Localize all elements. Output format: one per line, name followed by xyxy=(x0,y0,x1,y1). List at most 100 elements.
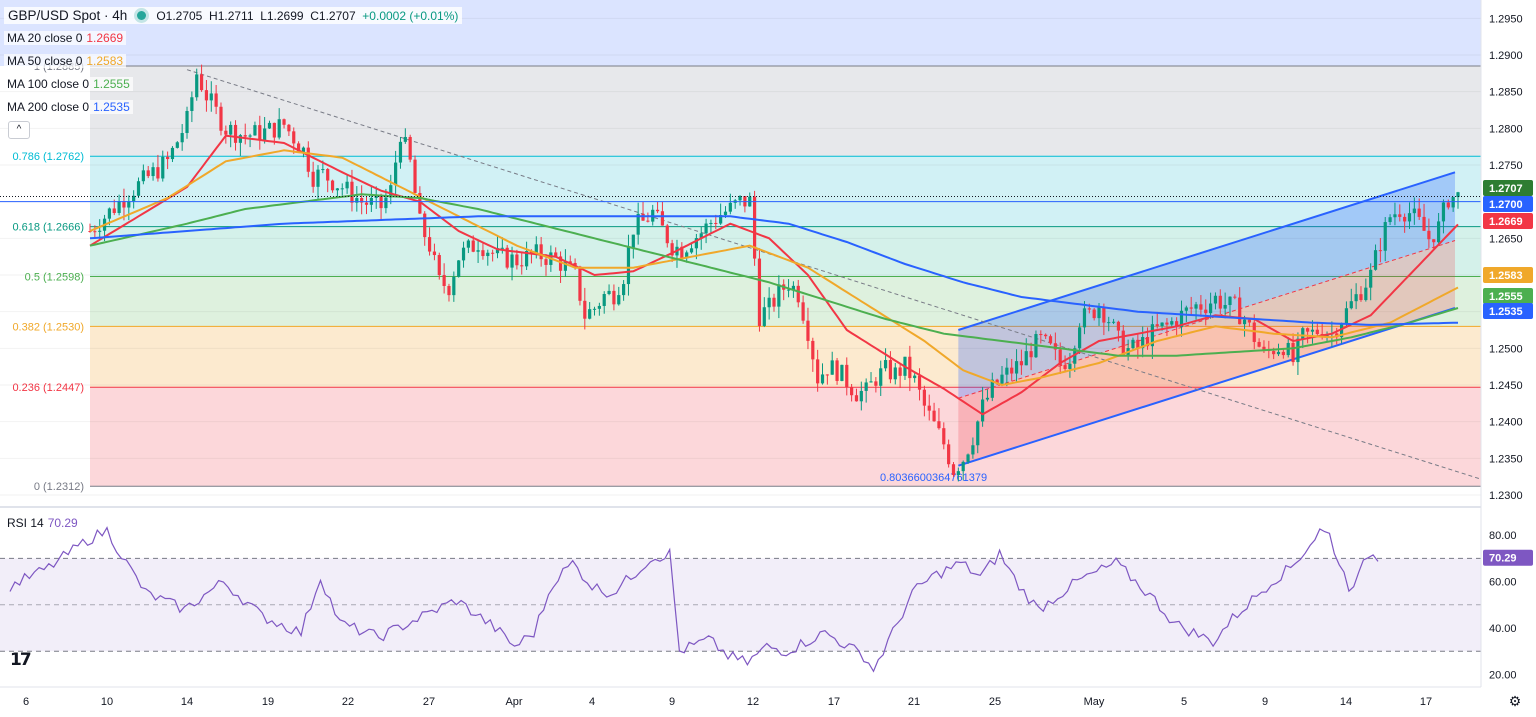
date-tick: 14 xyxy=(181,696,193,708)
candle-body xyxy=(752,196,757,259)
channel-lower-line xyxy=(958,307,1456,467)
candle-body xyxy=(175,142,179,148)
candle-body xyxy=(1073,348,1077,364)
candle-body xyxy=(864,382,868,391)
candle-body xyxy=(394,162,398,186)
candle-body xyxy=(306,147,310,172)
candle-body xyxy=(772,297,776,307)
candle-body xyxy=(791,285,796,290)
collapse-legend-button[interactable]: ^ xyxy=(8,121,30,139)
low-value: L1.2699 xyxy=(260,8,304,23)
candle-body xyxy=(345,181,349,189)
candle-body xyxy=(1189,307,1193,309)
candle-body xyxy=(825,374,829,376)
candle-body xyxy=(670,243,674,256)
symbol-header[interactable]: GBP/USD Spot · 4h O1.2705 H1.2711 L1.269… xyxy=(4,7,463,24)
candle-body xyxy=(976,421,980,446)
candle-body xyxy=(491,252,495,254)
date-tick: 17 xyxy=(1420,696,1432,708)
price-axis-bg xyxy=(1481,0,1536,717)
ma200-legend[interactable]: MA 200 close 0 1.2535 xyxy=(4,100,133,114)
price-badge xyxy=(1483,213,1533,229)
price-tick: 1.2400 xyxy=(1489,417,1523,429)
candle-body xyxy=(1194,304,1198,309)
candle-body xyxy=(646,220,650,222)
candle-body xyxy=(588,309,592,319)
candle-body xyxy=(1150,324,1154,347)
candle-body xyxy=(1432,239,1436,243)
candle-body xyxy=(267,122,272,129)
candle-body xyxy=(777,284,781,307)
ma-line-3 xyxy=(89,215,1459,326)
candle-body xyxy=(1354,294,1358,302)
candle-body xyxy=(1082,308,1087,328)
candle-body xyxy=(1383,222,1387,251)
candle-body xyxy=(481,250,485,257)
candle-body xyxy=(704,223,708,234)
ma50-legend[interactable]: MA 50 close 0 1.2583 xyxy=(4,54,127,68)
candle-body xyxy=(617,295,621,305)
candle-body xyxy=(476,250,480,252)
fib-label: 0.236 (1.2447) xyxy=(12,382,84,394)
candle-body xyxy=(1315,329,1319,335)
candle-body xyxy=(292,131,296,144)
ma20-legend[interactable]: MA 20 close 0 1.2669 xyxy=(4,31,127,45)
candle-body xyxy=(500,247,504,249)
candle-body xyxy=(1053,343,1057,350)
price-badge xyxy=(1483,196,1533,212)
ma100-label: MA 100 close 0 xyxy=(7,77,90,91)
tradingview-logo-icon[interactable]: 17 xyxy=(10,650,32,670)
date-tick: 10 xyxy=(101,696,113,708)
candle-body xyxy=(947,444,951,465)
candle-body xyxy=(1369,269,1373,288)
fib-lines xyxy=(90,65,1481,487)
price-badge xyxy=(1483,267,1533,283)
rsi-legend[interactable]: RSI 14 70.29 xyxy=(4,516,81,530)
high-value: H1.2711 xyxy=(209,8,254,23)
ma100-legend[interactable]: MA 100 close 0 1.2555 xyxy=(4,77,133,91)
candle-body xyxy=(107,208,112,219)
fib-band xyxy=(90,156,1481,227)
candle-body xyxy=(355,198,359,203)
gear-icon[interactable]: ⚙ xyxy=(1508,693,1522,709)
date-axis-bg xyxy=(0,687,1536,717)
candle-body xyxy=(132,195,136,202)
ma-line-2 xyxy=(89,193,1459,357)
rsi-tick: 40.00 xyxy=(1489,623,1517,635)
rsi-badge xyxy=(1483,549,1533,566)
candle-body xyxy=(1218,295,1222,309)
rsi-tick: 60.00 xyxy=(1489,577,1517,589)
candle-body xyxy=(971,445,975,455)
candle-body xyxy=(389,185,393,198)
candle-body xyxy=(515,254,519,266)
candle-body xyxy=(1252,322,1256,342)
candle-body xyxy=(238,135,242,143)
candle-body xyxy=(685,252,689,259)
price-tick: 1.2750 xyxy=(1489,160,1523,172)
candle-body xyxy=(719,215,723,224)
ma100-value: 1.2555 xyxy=(93,77,130,91)
channel-upper-line xyxy=(958,171,1456,331)
candle-body xyxy=(316,169,320,187)
candle-body xyxy=(597,305,601,309)
date-tick: 25 xyxy=(989,696,1001,708)
date-tick: 17 xyxy=(828,696,840,708)
candle-body xyxy=(1378,250,1382,252)
candle-body xyxy=(1179,310,1184,327)
candle-body xyxy=(1427,230,1431,240)
candle-body xyxy=(816,359,820,384)
candle-body xyxy=(1276,351,1281,355)
candle-body xyxy=(1364,287,1368,301)
candle-body xyxy=(161,156,165,179)
candle-body xyxy=(850,387,854,396)
symbol-title[interactable]: GBP/USD Spot · 4h xyxy=(8,8,128,23)
candle-body xyxy=(88,231,92,232)
price-tick: 1.2500 xyxy=(1489,343,1523,355)
candle-body xyxy=(1208,303,1213,314)
candle-body xyxy=(1344,308,1349,325)
price-tick: 1.2300 xyxy=(1489,490,1523,502)
candle-body xyxy=(321,169,325,171)
candle-body xyxy=(1010,367,1014,374)
